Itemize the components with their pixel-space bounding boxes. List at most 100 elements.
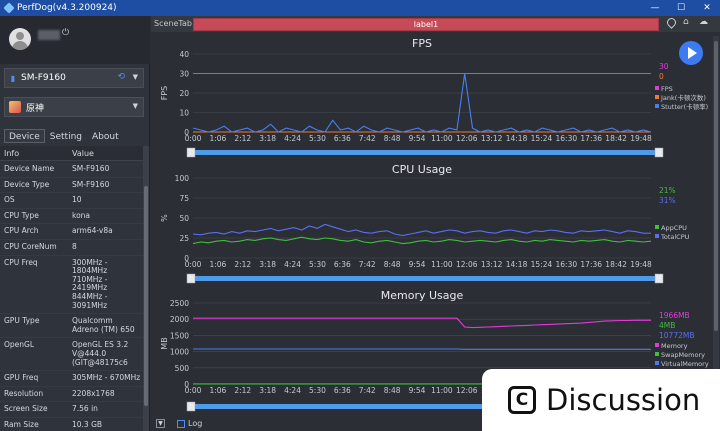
x-tick-label: 3:18 bbox=[259, 386, 276, 395]
info-value: SM-F9160 bbox=[72, 179, 110, 189]
x-tick-label: 4:24 bbox=[284, 386, 301, 395]
close-button[interactable]: ✕ bbox=[703, 3, 711, 13]
x-tick-label: 4:24 bbox=[284, 134, 301, 143]
avatar[interactable] bbox=[9, 28, 31, 50]
y-tick-label: 10 bbox=[179, 109, 189, 118]
value-column-header: Value bbox=[72, 148, 94, 158]
discussion-logo-icon: C bbox=[508, 386, 536, 414]
power-icon[interactable]: ⏻ bbox=[62, 28, 70, 38]
discussion-text: Discussion bbox=[546, 383, 701, 417]
x-tick-label: 9:54 bbox=[409, 260, 426, 269]
x-tick-label: 19:48 bbox=[630, 134, 652, 143]
chart-title: FPS bbox=[412, 37, 432, 50]
sidebar: ⏻ ▮ SM-F9160 ⟲ ▼ 原神 ▼ Device Setting Abo… bbox=[0, 16, 150, 431]
x-tick-label: 8:48 bbox=[384, 260, 401, 269]
chevron-down-icon[interactable]: ▼ bbox=[156, 419, 165, 428]
y-tick-label: 2000 bbox=[170, 315, 189, 324]
window-controls: — ☐ ✕ bbox=[642, 0, 720, 16]
x-tick-label: 1:06 bbox=[209, 386, 226, 395]
maximize-button[interactable]: ☐ bbox=[676, 3, 686, 13]
x-tick-label: 12:06 bbox=[456, 386, 478, 395]
sidebar-scrollbar[interactable] bbox=[143, 146, 149, 431]
tab-about[interactable]: About bbox=[92, 132, 119, 142]
x-tick-label: 17:36 bbox=[580, 134, 602, 143]
x-tick-label: 11:00 bbox=[431, 134, 453, 143]
current-value-label: 31% bbox=[659, 196, 676, 205]
x-tick-label: 7:42 bbox=[359, 134, 376, 143]
slider-start-handle bbox=[186, 273, 196, 284]
y-tick-label: 75 bbox=[179, 194, 189, 203]
legend-swatch bbox=[655, 104, 659, 108]
title-bar: PerfDog(v4.3.200924) — ☐ ✕ bbox=[0, 0, 720, 16]
legend-entry: VirtualMemory bbox=[661, 360, 709, 368]
y-axis-label: % bbox=[160, 214, 169, 222]
device-name: SM-F9160 bbox=[21, 73, 66, 83]
info-key: OpenGL bbox=[4, 340, 35, 350]
current-value-label: 30 bbox=[659, 62, 669, 71]
x-tick-label: 19:48 bbox=[630, 260, 652, 269]
y-tick-label: 2500 bbox=[170, 299, 189, 308]
info-key: Ram Size bbox=[4, 419, 39, 429]
slider-start-handle bbox=[186, 147, 196, 158]
info-value: 2208x1768 bbox=[72, 388, 115, 398]
y-tick-label: 0 bbox=[184, 254, 189, 263]
info-row: Screen Size 7.56 in bbox=[0, 402, 143, 418]
legend-entry: TotalCPU bbox=[660, 233, 690, 241]
info-row: Ram Size 10.3 GB bbox=[0, 418, 143, 431]
x-tick-label: 6:36 bbox=[334, 134, 351, 143]
x-tick-label: 11:00 bbox=[431, 260, 453, 269]
y-axis-label: MB bbox=[160, 337, 169, 349]
info-row: OpenGL OpenGL ES 3.2 V@444.0 (GIT@48175c6 bbox=[0, 338, 143, 372]
play-button[interactable] bbox=[679, 41, 703, 65]
info-row: Resolution 2208x1768 bbox=[0, 387, 143, 403]
series-line bbox=[192, 223, 651, 237]
tab-device[interactable]: Device bbox=[4, 129, 45, 143]
scene-tab[interactable]: SceneTab bbox=[154, 19, 192, 28]
main-scroll-thumb[interactable] bbox=[714, 41, 718, 331]
x-tick-label: 2:12 bbox=[234, 386, 251, 395]
app-thumbnail-icon bbox=[9, 101, 21, 113]
minimize-button[interactable]: — bbox=[650, 3, 660, 13]
device-select[interactable]: ▮ SM-F9160 ⟲ ▼ bbox=[4, 68, 144, 88]
pin-icon[interactable]: ⌂ bbox=[683, 17, 689, 27]
info-row: Device Type SM-F9160 bbox=[0, 178, 143, 194]
tab-setting[interactable]: Setting bbox=[49, 132, 83, 142]
cloud-icon[interactable]: ☁ bbox=[699, 17, 708, 27]
log-checkbox[interactable] bbox=[177, 419, 185, 428]
info-key: Resolution bbox=[4, 388, 44, 398]
info-row: CPU Type kona bbox=[0, 209, 143, 225]
x-tick-label: 18:42 bbox=[605, 260, 627, 269]
main-scrollbar[interactable] bbox=[713, 36, 719, 416]
chart-1: CPU Usage% 0 25 50 75 100 0:00 1:06 2:12 3:18 4:24… bbox=[160, 163, 690, 284]
y-tick-label: 1500 bbox=[170, 331, 189, 340]
info-value: 300MHz - 1804MHz 710MHz - 2419MHz 844MHz… bbox=[72, 257, 108, 310]
app-logo-icon bbox=[3, 2, 15, 14]
info-value: 10.3 GB bbox=[72, 419, 103, 429]
discussion-watermark: C Discussion bbox=[482, 369, 720, 431]
x-tick-label: 2:12 bbox=[234, 134, 251, 143]
x-tick-label: 5:30 bbox=[309, 134, 326, 143]
window-title: PerfDog(v4.3.200924) bbox=[17, 3, 117, 13]
x-tick-label: 3:18 bbox=[259, 134, 276, 143]
info-key: OS bbox=[4, 195, 15, 205]
legend-entry: Memory bbox=[661, 342, 688, 350]
x-tick-label: 6:36 bbox=[334, 260, 351, 269]
wifi-link-icon[interactable]: ⟲ bbox=[117, 72, 125, 82]
username-blurred bbox=[38, 30, 60, 40]
app-select[interactable]: 原神 ▼ bbox=[4, 97, 144, 117]
x-tick-label: 16:30 bbox=[556, 134, 578, 143]
legend-entry: SwapMemory bbox=[661, 351, 705, 359]
legend-swatch bbox=[655, 361, 659, 365]
y-tick-label: 100 bbox=[175, 174, 190, 183]
legend-swatch bbox=[655, 225, 659, 229]
chevron-down-icon: ▼ bbox=[132, 73, 138, 81]
y-tick-label: 25 bbox=[179, 234, 189, 243]
y-tick-label: 1000 bbox=[170, 348, 189, 357]
x-tick-label: 16:30 bbox=[556, 260, 578, 269]
profile-panel: ⏻ bbox=[0, 16, 150, 64]
info-row: CPU Arch arm64-v8a bbox=[0, 224, 143, 240]
chart-title: Memory Usage bbox=[381, 289, 464, 302]
series-line bbox=[192, 73, 652, 133]
label-bar[interactable]: label1 bbox=[193, 18, 659, 31]
sidebar-scroll-thumb[interactable] bbox=[144, 186, 148, 406]
